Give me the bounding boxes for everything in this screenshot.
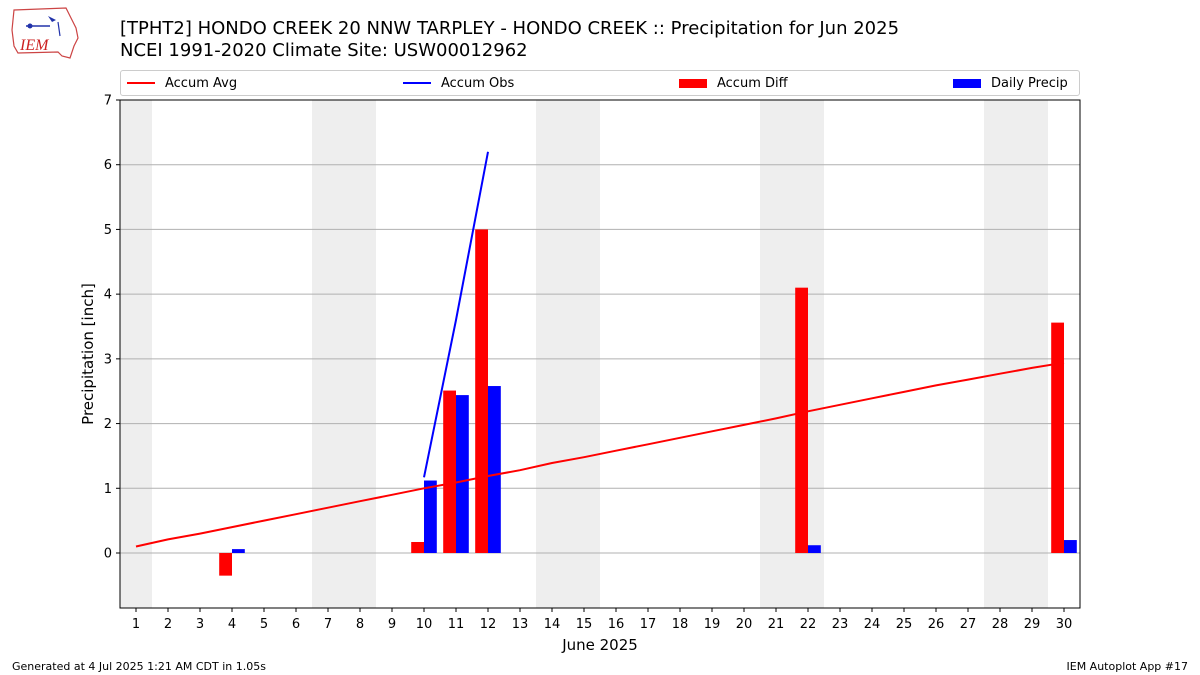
legend-swatch xyxy=(679,78,707,88)
x-tick-label: 15 xyxy=(576,617,593,632)
accum-diff-bar xyxy=(443,390,456,553)
chart-subtitle: NCEI 1991-2020 Climate Site: USW00012962 xyxy=(120,40,528,61)
weekend-band xyxy=(344,100,376,608)
weekend-band xyxy=(120,100,152,608)
x-tick-label: 16 xyxy=(608,617,625,632)
x-tick-label: 24 xyxy=(864,617,881,632)
logo-text: IEM xyxy=(19,37,50,54)
daily-precip-bar xyxy=(232,549,245,553)
accum-diff-bar xyxy=(1051,322,1064,553)
legend-item-accum-diff: Accum Diff xyxy=(679,71,788,95)
weekend-band xyxy=(568,100,600,608)
x-tick-label: 23 xyxy=(832,617,849,632)
accum-diff-bar xyxy=(219,552,232,576)
weekend-band xyxy=(984,100,1016,608)
plot-frame xyxy=(119,99,1081,609)
weekend-band xyxy=(536,100,568,608)
x-tick-label: 18 xyxy=(672,617,689,632)
legend-item-accum-obs: Accum Obs xyxy=(403,71,514,95)
y-tick-label: 0 xyxy=(104,546,112,561)
x-tick-label: 19 xyxy=(704,617,721,632)
y-tick-label: 4 xyxy=(104,288,112,303)
x-tick-label: 2 xyxy=(164,617,172,632)
x-tick-label: 14 xyxy=(544,617,561,632)
legend-swatch xyxy=(127,82,155,84)
legend-label: Accum Obs xyxy=(441,75,515,91)
x-tick-label: 12 xyxy=(480,617,497,632)
weekend-band xyxy=(1016,100,1048,608)
legend-label: Accum Diff xyxy=(717,75,788,91)
x-tick-label: 26 xyxy=(928,617,945,632)
accum-avg-line xyxy=(135,361,1065,548)
daily-precip-bar xyxy=(456,395,469,553)
accum-diff-bar xyxy=(475,229,488,553)
legend-item-accum-avg: Accum Avg xyxy=(127,71,237,95)
x-tick-label: 9 xyxy=(388,617,396,632)
accum-obs-line xyxy=(423,151,489,478)
legend-label: Accum Avg xyxy=(165,75,238,91)
x-tick-label: 28 xyxy=(992,617,1009,632)
daily-precip-bar xyxy=(1064,540,1077,553)
weekend-band xyxy=(312,100,344,608)
x-tick-label: 21 xyxy=(768,617,785,632)
y-axis-label: Precipitation [inch] xyxy=(79,283,97,425)
y-tick-label: 2 xyxy=(104,417,112,432)
x-tick-label: 1 xyxy=(132,617,140,632)
y-tick-label: 7 xyxy=(104,94,112,109)
accum-diff-bar xyxy=(411,541,424,553)
x-tick-label: 6 xyxy=(292,617,300,632)
x-tick-label: 5 xyxy=(260,617,268,632)
x-tick-label: 30 xyxy=(1056,617,1073,632)
x-tick-label: 4 xyxy=(228,617,236,632)
y-tick-label: 5 xyxy=(104,223,112,238)
x-tick-label: 10 xyxy=(416,617,433,632)
chart-title: [TPHT2] HONDO CREEK 20 NNW TARPLEY - HON… xyxy=(120,18,900,39)
y-tick-label: 6 xyxy=(104,158,112,173)
legend-label: Daily Precip xyxy=(991,75,1068,91)
x-tick-label: 29 xyxy=(1024,617,1041,632)
weekend-shading xyxy=(120,100,1048,608)
legend-item-daily-precip: Daily Precip xyxy=(953,71,1068,95)
y-tick-label: 3 xyxy=(104,352,112,367)
daily-precip-bar xyxy=(488,386,501,553)
weekend-band xyxy=(760,100,792,608)
legend: Accum Avg Accum Obs Accum Diff Daily Pre… xyxy=(120,70,1080,96)
x-tick-label: 11 xyxy=(448,617,465,632)
bars xyxy=(219,229,1077,576)
y-tick-label: 1 xyxy=(104,482,112,497)
x-tick-label: 7 xyxy=(324,617,332,632)
x-tick-label: 22 xyxy=(800,617,817,632)
footer-app: IEM Autoplot App #17 xyxy=(1066,660,1189,673)
x-tick-label: 13 xyxy=(512,617,529,632)
x-axis-label: June 2025 xyxy=(561,636,638,654)
x-tick-label: 17 xyxy=(640,617,657,632)
x-tick-label: 27 xyxy=(960,617,977,632)
x-tick-label: 25 xyxy=(896,617,913,632)
accum-diff-bar xyxy=(795,287,808,553)
daily-precip-bar xyxy=(808,545,821,553)
iem-logo: IEM xyxy=(11,7,79,59)
footer-generated: Generated at 4 Jul 2025 1:21 AM CDT in 1… xyxy=(12,660,266,673)
series-lines xyxy=(135,151,1065,548)
legend-swatch xyxy=(953,78,981,88)
x-tick-label: 8 xyxy=(356,617,364,632)
x-tick-label: 20 xyxy=(736,617,753,632)
legend-swatch xyxy=(403,82,431,84)
daily-precip-bar xyxy=(424,480,437,553)
x-tick-label: 3 xyxy=(196,617,204,632)
